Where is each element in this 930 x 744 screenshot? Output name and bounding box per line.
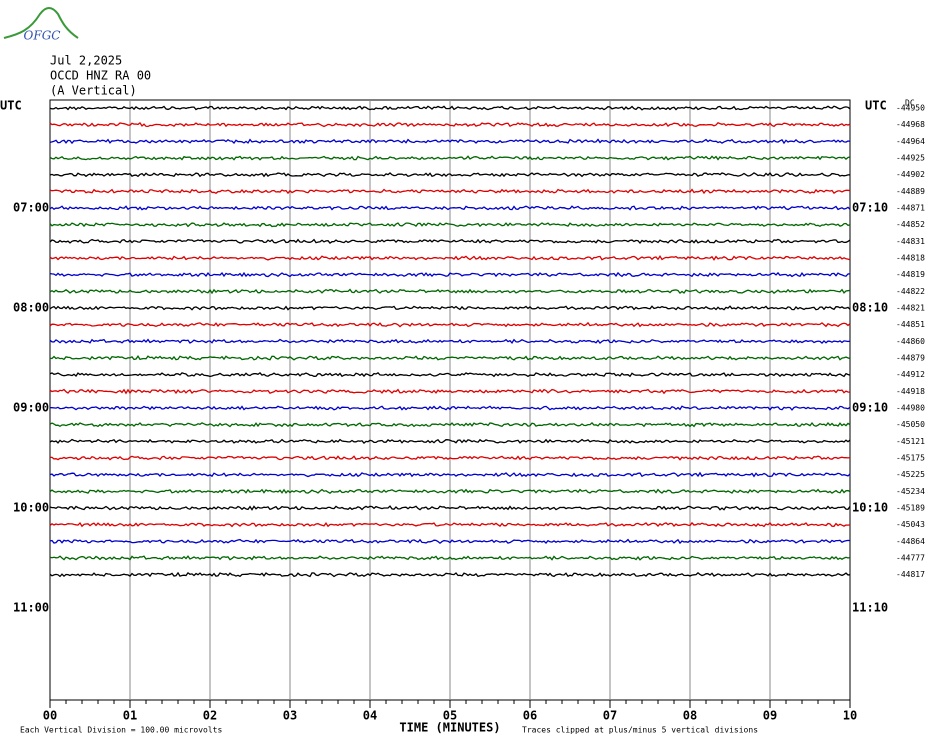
x-tick-label: 09: [763, 709, 777, 723]
x-tick-label: 04: [363, 709, 377, 723]
trace: [49, 371, 851, 378]
trace-offset: -44831: [896, 237, 925, 246]
left-time-label: UTC: [0, 99, 22, 113]
trace-offset: -44821: [896, 304, 925, 313]
x-tick-label: 00: [43, 709, 57, 723]
left-time-label: 10:00: [13, 501, 49, 515]
trace-offset: -44817: [896, 570, 925, 579]
trace-offset: -44980: [896, 404, 925, 413]
x-tick-label: 10: [843, 709, 857, 723]
x-tick-label: 02: [203, 709, 217, 723]
trace-offset: -45050: [896, 420, 925, 429]
trace-offset: -44851: [896, 320, 925, 329]
left-time-label: 11:00: [13, 601, 49, 615]
trace-offset: -45189: [896, 504, 925, 513]
clip-note: Traces clipped at plus/minus 5 vertical …: [522, 726, 758, 735]
trace-offset: -45175: [896, 454, 925, 463]
trace-offset: -44889: [896, 187, 925, 196]
trace: [49, 155, 851, 161]
trace-offset: -44818: [896, 254, 925, 263]
logo-text: OFGC: [24, 29, 61, 43]
left-time-label: 07:00: [13, 201, 49, 215]
trace-offset: -45121: [896, 437, 925, 446]
x-tick-label: 07: [603, 709, 617, 723]
scale-note: Each Vertical Division = 100.00 microvol…: [20, 726, 222, 735]
right-time-label: 07:10: [852, 201, 888, 215]
left-time-label: 08:00: [13, 301, 49, 315]
trace-offset: -44819: [896, 270, 925, 279]
trace-offset: -44964: [896, 137, 925, 146]
trace-offset: -44902: [896, 170, 925, 179]
trace: [49, 121, 851, 128]
trace: [49, 188, 851, 195]
trace: [49, 355, 851, 361]
trace: [49, 205, 851, 211]
component: (A Vertical): [50, 84, 137, 98]
trace: [49, 571, 851, 578]
station: OCCD HNZ RA 00: [50, 69, 151, 83]
trace-offset: -44822: [896, 287, 925, 296]
trace: [49, 305, 851, 311]
trace: [49, 105, 851, 111]
trace-offset: -44864: [896, 537, 925, 546]
right-time-label: 10:10: [852, 501, 888, 515]
right-time-label: 11:10: [852, 601, 888, 615]
x-tick-label: 01: [123, 709, 137, 723]
x-tick-label: 06: [523, 709, 537, 723]
trace: [49, 438, 851, 445]
trace: [49, 488, 851, 494]
trace: [49, 171, 851, 178]
right-time-label: 09:10: [852, 401, 888, 415]
trace: [49, 238, 851, 245]
right-time-label: UTC: [865, 99, 887, 113]
trace-offset: -45225: [896, 470, 925, 479]
trace: [49, 338, 851, 345]
trace-offset: -44852: [896, 220, 925, 229]
x-tick-label: 03: [283, 709, 297, 723]
trace-offset: -44912: [896, 370, 925, 379]
trace: [49, 388, 851, 395]
trace-offset: -44871: [896, 204, 925, 213]
trace-offset: -44879: [896, 354, 925, 363]
trace-offset: -45043: [896, 520, 925, 529]
left-time-label: 09:00: [13, 401, 49, 415]
trace: [49, 471, 851, 478]
logo-curve: [3, 7, 79, 39]
dc-label: DC: [905, 99, 915, 108]
trace: [49, 321, 851, 328]
trace: [49, 288, 851, 295]
x-tick-label: 05: [443, 709, 457, 723]
trace-offset: -44777: [896, 554, 925, 563]
x-axis-title: TIME (MINUTES): [399, 721, 500, 735]
trace: [49, 538, 851, 545]
trace: [49, 405, 851, 411]
trace: [49, 555, 851, 561]
trace: [49, 521, 851, 528]
trace: [49, 505, 851, 511]
trace-offset: -44860: [896, 337, 925, 346]
trace: [49, 455, 851, 461]
x-tick-label: 08: [683, 709, 697, 723]
trace: [49, 271, 851, 278]
trace: [49, 421, 851, 428]
trace: [49, 138, 851, 145]
trace-offset: -44950: [896, 104, 925, 113]
date: Jul 2,2025: [50, 54, 122, 68]
right-time-label: 08:10: [852, 301, 888, 315]
trace-offset: -45234: [896, 487, 925, 496]
trace: [49, 254, 851, 261]
trace-offset: -44968: [896, 120, 925, 129]
trace: [49, 222, 851, 228]
trace-offset: -44925: [896, 154, 925, 163]
trace-offset: -44918: [896, 387, 925, 396]
